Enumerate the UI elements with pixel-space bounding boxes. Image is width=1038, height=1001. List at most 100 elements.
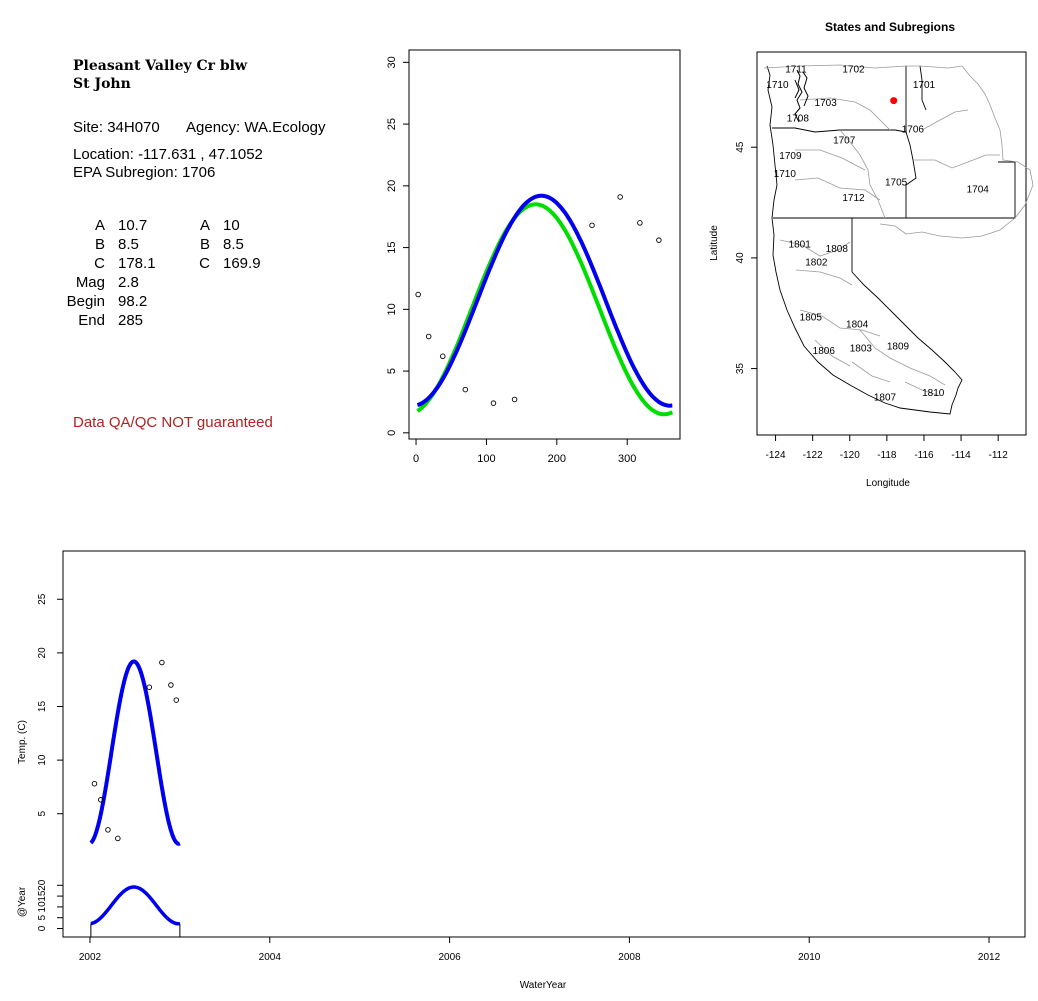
y-tick-label: 35 [735, 363, 746, 375]
param-row: C 169.9 [150, 254, 260, 273]
y-tick-label: 15 [386, 241, 398, 253]
subregion-label: 1804 [846, 319, 869, 330]
subregion-label: 1809 [887, 341, 910, 352]
location-value: -117.631 , 47.1052 [138, 146, 263, 163]
param-row: B 8.5 [150, 235, 261, 254]
data-point [415, 291, 421, 298]
y-tick-label: 40 [735, 252, 746, 264]
site-id-label: Site: [73, 119, 104, 136]
y-tick-label: 30 [386, 56, 398, 68]
param-row: Mag 2.8 [45, 273, 156, 292]
subregion-label: 1710 [774, 169, 797, 180]
subregion-label: 1708 [787, 113, 810, 124]
data-point [425, 333, 432, 340]
x-tick-label: 2010 [798, 952, 821, 963]
observations [415, 194, 662, 406]
subregion-label: 1701 [913, 80, 936, 91]
param-label: Begin [66, 293, 105, 310]
map-frame [756, 51, 1027, 436]
data-point [173, 697, 180, 703]
y-tick-label: 20 [386, 180, 398, 192]
y-tick-label: 5 [37, 811, 48, 817]
data-point [91, 780, 98, 787]
x-tick-label: 300 [618, 453, 636, 465]
sub-y-tick-label: 5 [37, 914, 48, 920]
data-point [98, 797, 104, 803]
param-label: Mag [75, 274, 105, 291]
data-point [511, 396, 518, 403]
location: Location: -117.631 , 47.1052 [73, 146, 263, 164]
x-tick-label: 0 [413, 453, 419, 465]
y-tick-label: 45 [735, 141, 746, 153]
x-tick-label: -120 [840, 450, 860, 461]
x-tick-label: 2012 [978, 952, 1001, 963]
params-left: A 10.7 B 8.5 C 178.1 Mag 2.8 Begin 98.2 End 28… [45, 216, 156, 330]
subregion-label: 1709 [779, 151, 802, 162]
ts-axes: 2002 2004 2006 2008 2010 20125101520250510152… [37, 593, 1001, 963]
param-value: 98.2 [118, 293, 148, 310]
site-name-line1: Pleasant Valley Cr blw [73, 58, 248, 74]
y-tick-label: 0 [386, 430, 398, 436]
x-tick-label: 2002 [79, 952, 102, 963]
subregion-label: 1805 [800, 313, 823, 324]
site-location-marker [890, 97, 898, 105]
param-value: 10 [223, 217, 240, 234]
y-tick-label: 15 [37, 701, 48, 713]
sub-y-tick-label: 15 [37, 890, 48, 902]
agency-label: Agency: [186, 119, 241, 136]
subregion-label: 1710 [766, 80, 789, 91]
param-label: B [199, 236, 210, 253]
subregion-label: 1806 [813, 346, 836, 357]
subregion-label: EPA Subregion: [73, 164, 178, 181]
subregion-label: 1801 [789, 240, 812, 251]
param-value: 285 [118, 312, 144, 329]
annual-fit-line [90, 885, 180, 926]
axes: 0 100 200 300 0 5 10 15 20 25 30 [386, 56, 636, 465]
data-point [617, 194, 623, 200]
x-tick-label: -122 [803, 450, 823, 461]
param-label: End [78, 312, 105, 329]
params-right: A 10 B 8.5 C 169.9 [150, 216, 261, 273]
epa-subregion: EPA Subregion: 1706 [73, 164, 215, 182]
subregion-label: 1707 [833, 136, 856, 147]
data-point [115, 835, 121, 842]
data-point [656, 237, 662, 243]
ts-observations [91, 659, 180, 842]
puget-sound [794, 69, 809, 123]
param-value: 8.5 [118, 236, 139, 253]
fit-line [416, 202, 674, 417]
subregion-label: 1704 [967, 184, 990, 195]
subregion-label: 1802 [805, 257, 828, 268]
fit-line [89, 659, 181, 846]
y-tick-label: 20 [37, 647, 48, 659]
timeseries-chart: 2002 2004 2006 2008 2010 20125101520250510152… [17, 550, 1026, 991]
y-tick-label: 10 [37, 754, 48, 766]
param-row: End 285 [45, 311, 156, 330]
ts-frame [62, 550, 1026, 938]
map-ylabel: Latitude [709, 225, 720, 261]
x-tick-label: -114 [951, 450, 971, 461]
subregion-labels: 1711 1702 1710 1701 1703 1708 1706 1707 1709 1710… [766, 65, 989, 404]
data-point [462, 386, 469, 393]
subregion-label: 1705 [885, 178, 908, 189]
subregion-label: 1702 [842, 65, 865, 76]
data-point [146, 684, 153, 690]
sub-y-tick-label: 10 [37, 901, 48, 913]
ts-ylabel: Temp. (C) [17, 720, 28, 764]
ts-fit-lines [89, 659, 181, 937]
subregion-label: 1810 [922, 388, 945, 399]
data-point [168, 682, 174, 688]
param-label: C [94, 255, 105, 272]
map-xlabel: Longitude [866, 478, 910, 489]
map-title: States and Subregions [825, 20, 955, 34]
fit-line [416, 193, 673, 408]
y-tick-label: 25 [386, 118, 398, 130]
location-label: Location: [73, 146, 134, 163]
param-row: C 178.1 [45, 254, 155, 273]
param-label: B [94, 236, 105, 253]
data-point [440, 353, 446, 360]
x-tick-label: 100 [477, 453, 495, 465]
param-label: A [199, 217, 210, 234]
y-tick-label: 25 [37, 593, 48, 605]
sub-y-tick-label: 20 [37, 879, 48, 891]
